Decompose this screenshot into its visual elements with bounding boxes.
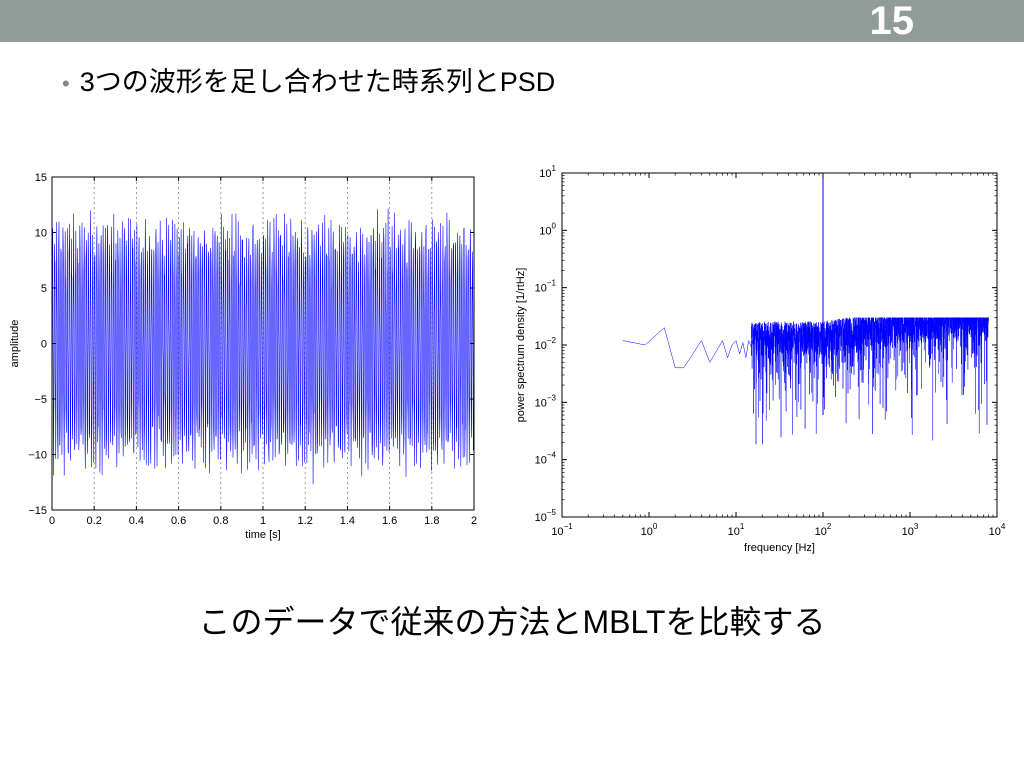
time-y-tick-label: −10 xyxy=(28,450,47,462)
time-y-tick-label: −15 xyxy=(28,505,47,517)
time-x-tick-label: 1.6 xyxy=(382,515,397,527)
psd-x-tick-label: 101 xyxy=(728,522,745,538)
conclusion-text: このデータで従来の方法とMBLTを比較する xyxy=(198,604,826,640)
bullet-text: 3つの波形を足し合わせた時系列とPSD xyxy=(79,67,556,97)
time-x-tick-label: 0 xyxy=(49,515,55,527)
psd-x-tick-label: 104 xyxy=(989,522,1006,538)
time-x-axis-label: time [s] xyxy=(245,529,280,541)
time-x-tick-label: 1.2 xyxy=(298,515,313,527)
bullet-dot-icon: • xyxy=(62,71,70,96)
time-x-tick-label: 1 xyxy=(260,515,266,527)
time-series-line xyxy=(51,208,475,485)
bullet-item: • 3つの波形を足し合わせた時系列とPSD xyxy=(62,62,555,102)
time-y-tick-label: 10 xyxy=(35,228,47,240)
time-x-tick-label: 2 xyxy=(471,515,477,527)
psd-y-tick-label: 10−1 xyxy=(535,279,557,295)
psd-y-tick-label: 100 xyxy=(539,221,556,237)
time-x-tick-label: 1.4 xyxy=(340,515,355,527)
time-y-tick-label: 0 xyxy=(41,339,47,351)
time-y-tick-label: 5 xyxy=(41,283,47,295)
psd-x-tick-label: 10−1 xyxy=(551,522,573,538)
time-ticks: 0 0.2 0.4 0.6 0.8 1 1.2 1.4 1.6 1.8 2 −15 −10 −5 0 5 10 1… xyxy=(28,172,477,527)
psd-y-tick-label: 10−5 xyxy=(535,508,557,524)
time-y-tick-label: −5 xyxy=(34,394,47,406)
time-x-tick-label: 0.2 xyxy=(87,515,102,527)
time-y-tick-label: 15 xyxy=(35,172,47,184)
psd-chart: 10−1 100 101 102 103 104 10−5 10−4 10−3 10−2 10−1 1… xyxy=(515,164,1006,554)
psd-x-axis-label: frequency [Hz] xyxy=(744,542,815,554)
psd-line xyxy=(622,173,989,445)
psd-y-tick-label: 10−4 xyxy=(535,451,557,467)
psd-x-tick-label: 100 xyxy=(641,522,658,538)
psd-y-tick-label: 101 xyxy=(539,164,556,180)
header-bar: 15 xyxy=(0,0,1024,42)
psd-ticks: 10−1 100 101 102 103 104 10−5 10−4 10−3 10−2 10−1 1… xyxy=(535,164,1006,538)
time-y-axis-label: amplitude xyxy=(9,320,21,368)
time-x-tick-label: 0.8 xyxy=(213,515,228,527)
psd-y-axis-label: power spectrum density [1/rtHz] xyxy=(515,268,527,423)
page-number: 15 xyxy=(869,0,915,43)
time-x-tick-label: 0.6 xyxy=(171,515,186,527)
psd-y-tick-label: 10−2 xyxy=(535,336,557,352)
time-x-tick-label: 0.4 xyxy=(129,515,144,527)
psd-x-tick-label: 102 xyxy=(815,522,832,538)
psd-y-tick-label: 10−3 xyxy=(535,393,557,409)
time-series-path xyxy=(51,208,475,485)
time-x-tick-label: 1.8 xyxy=(424,515,439,527)
psd-x-tick-label: 103 xyxy=(902,522,919,538)
time-series-chart: 0 0.2 0.4 0.6 0.8 1 1.2 1.4 1.6 1.8 2 −15 −10 −5 0 5 10 1… xyxy=(9,172,477,541)
psd-path xyxy=(622,317,989,445)
